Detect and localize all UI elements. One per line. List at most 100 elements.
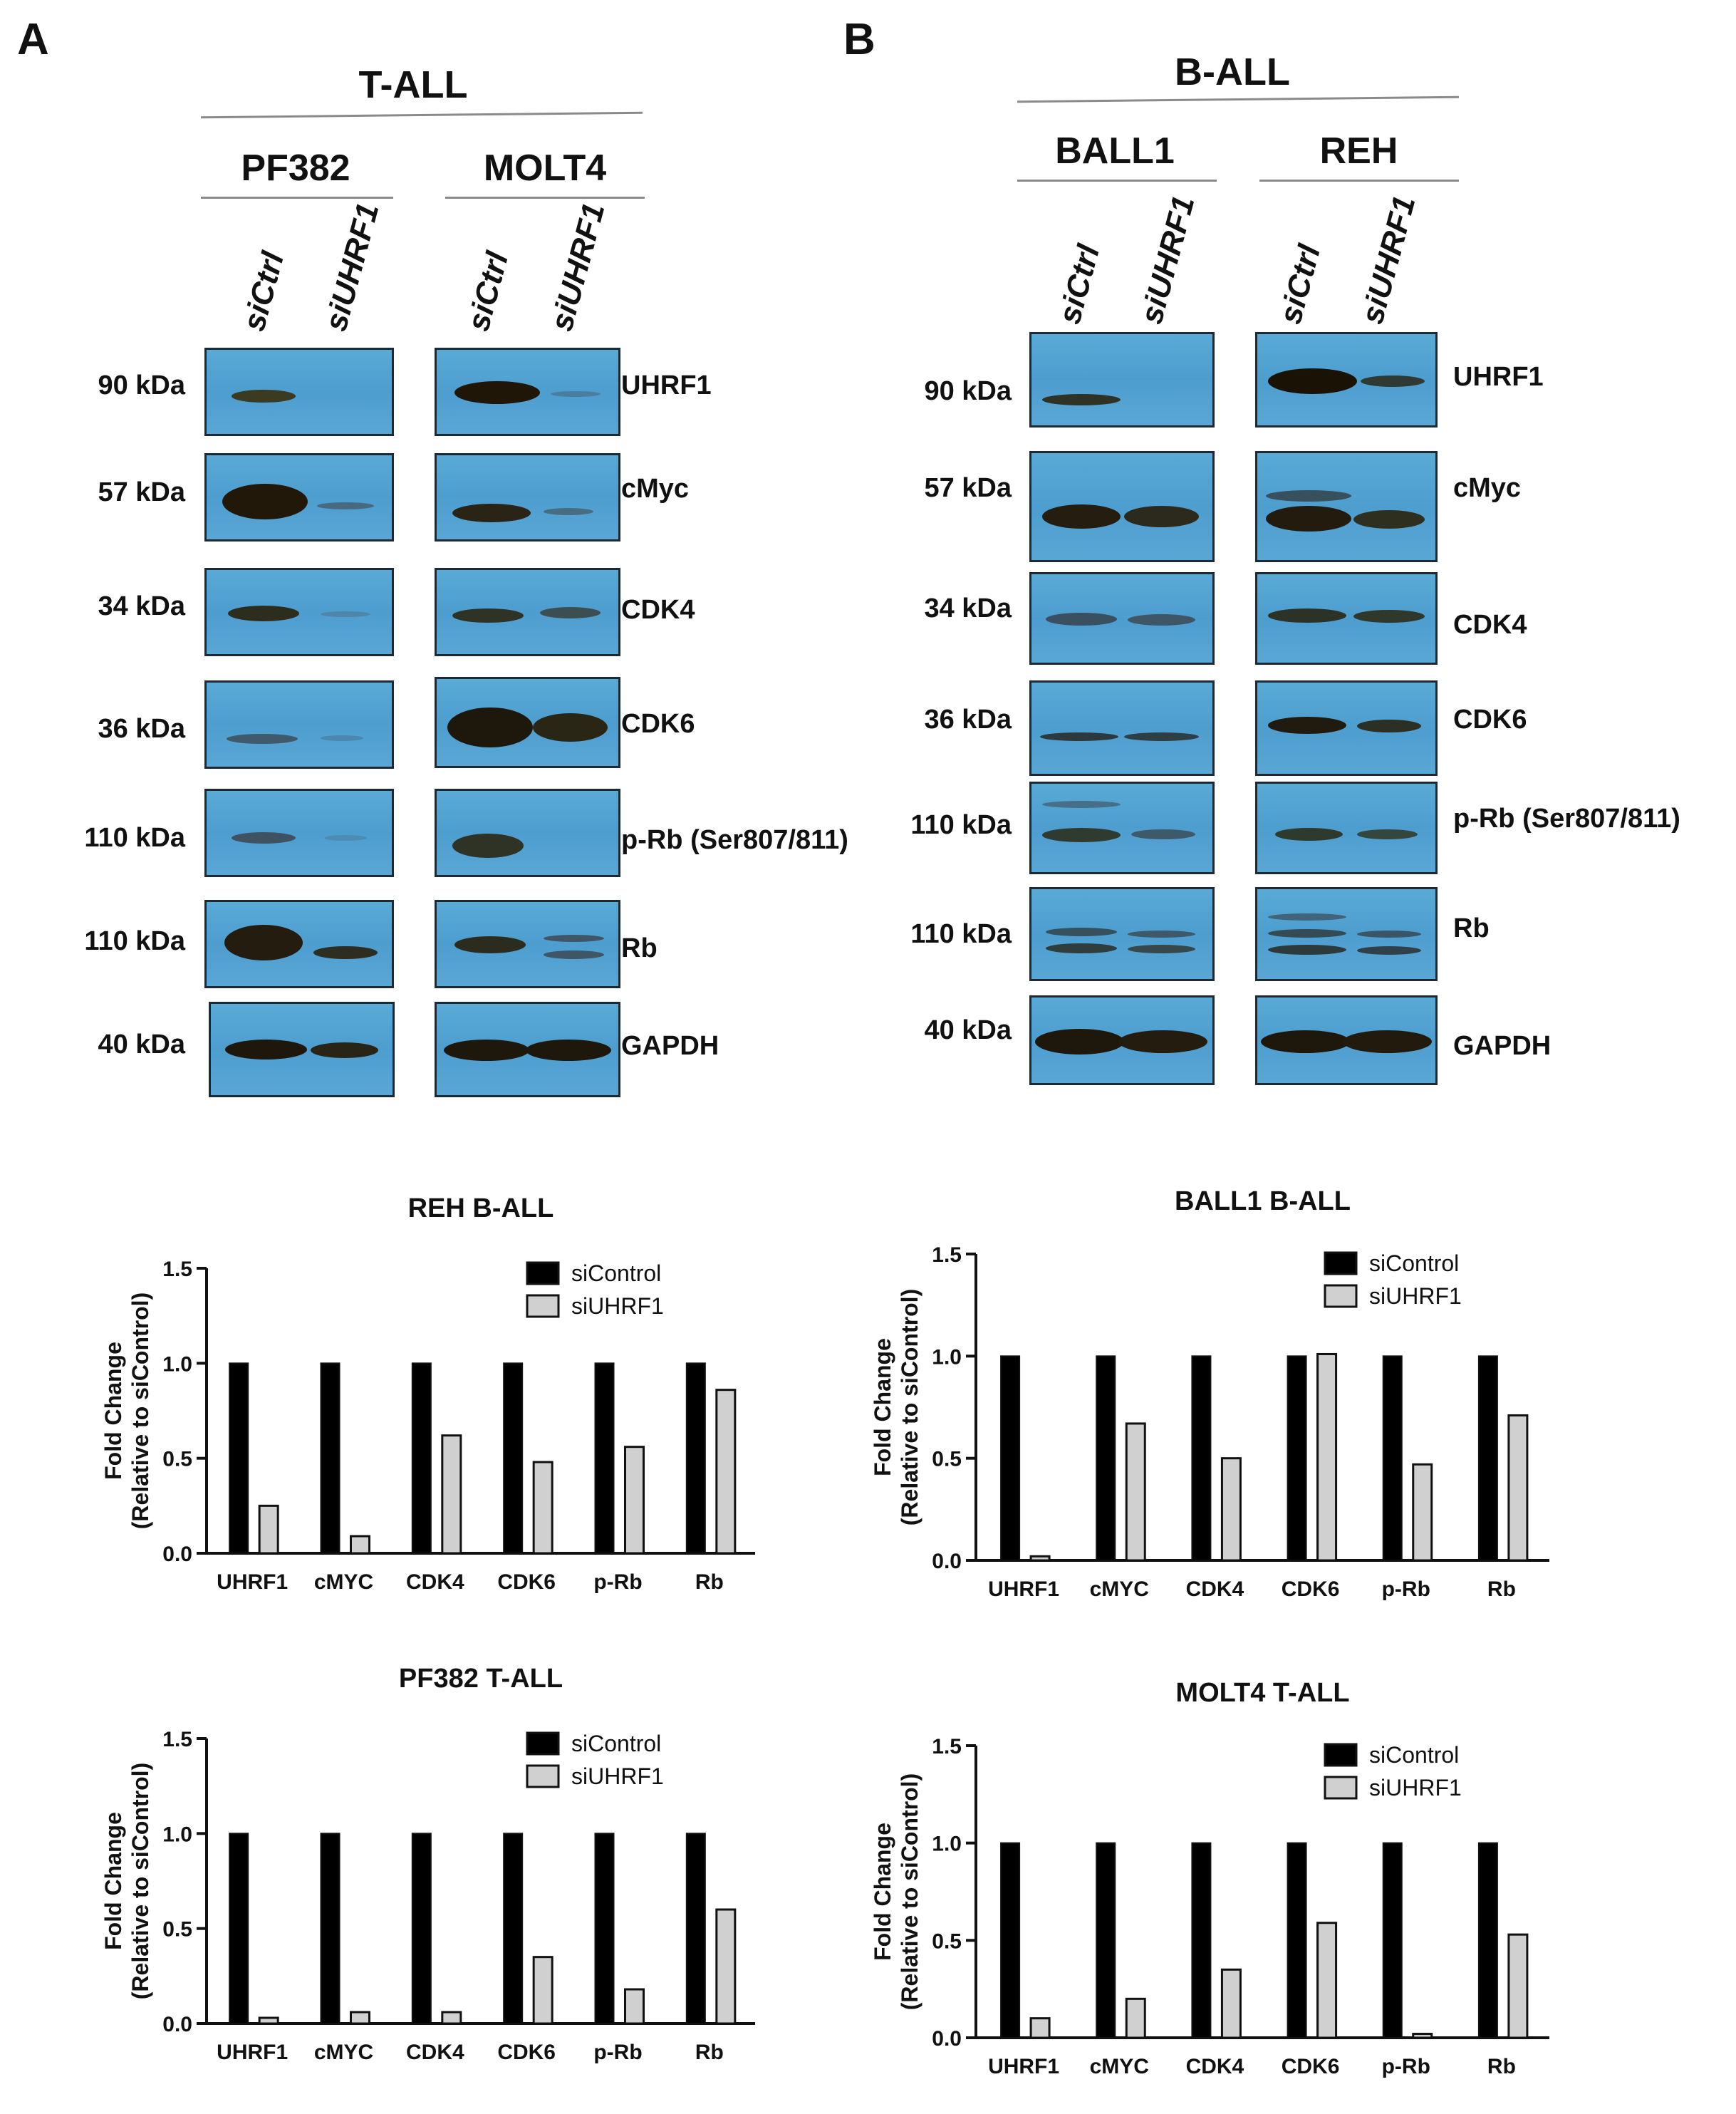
bar-siuhrf1-p-rb	[624, 1988, 645, 2025]
blot-molt4-prb	[435, 789, 620, 877]
lane-label-pf382-sictrl: siCtrl	[236, 248, 291, 335]
legend-swatch-sicontrol	[1324, 1251, 1358, 1275]
chart-title: MOLT4 T-ALL	[1175, 1678, 1349, 1708]
ball1-rule	[1017, 180, 1217, 182]
band	[225, 1040, 307, 1059]
y-tick-label: 1.0	[932, 1345, 962, 1369]
x-tick-label: p-Rb	[593, 1570, 642, 1594]
x-tick-label: p-Rb	[1382, 2055, 1430, 2078]
band	[454, 936, 526, 953]
y-axis-label-line: Fold Change	[100, 1812, 126, 1950]
legend-swatch-siuhrf1	[1324, 1776, 1358, 1800]
x-tick-label: UHRF1	[217, 2041, 288, 2064]
band	[1357, 720, 1421, 732]
bar-siuhrf1-cdk4	[441, 1434, 462, 1555]
x-tick-label: Rb	[695, 1570, 724, 1594]
band	[1042, 504, 1121, 529]
band	[1128, 614, 1195, 626]
band	[551, 391, 601, 397]
protein-label: CDK4	[1453, 610, 1527, 640]
band	[544, 935, 604, 942]
band	[1042, 828, 1121, 842]
y-axis-label-line: Fold Change	[870, 1823, 895, 1961]
blot-pf382-cdk6	[204, 680, 394, 769]
blot-pf382-rb	[204, 900, 394, 988]
band	[1124, 732, 1199, 741]
lane-label-ball1-siuhrf1: siUHRF1	[1133, 192, 1202, 328]
x-tick-label: cMYC	[314, 2041, 373, 2064]
legend-label-siuhrf1: siUHRF1	[571, 1763, 664, 1789]
panel-a-letter: A	[17, 15, 49, 64]
bar-sicontrol-uhrf1	[1000, 1842, 1021, 2039]
mw-label: 36 kDa	[98, 714, 185, 744]
blot-ball1-cdk4	[1029, 572, 1215, 665]
mw-label: 110 kDa	[910, 810, 1012, 840]
band	[1357, 829, 1418, 839]
band	[228, 606, 299, 621]
band	[321, 611, 370, 617]
blot-reh-prb	[1255, 782, 1438, 874]
panel-a-group-title: T-ALL	[358, 63, 468, 106]
x-tick-label: p-Rb	[593, 2041, 642, 2064]
bar-siuhrf1-cdk6	[1316, 1922, 1338, 2039]
x-tick-label: CDK6	[1282, 2055, 1340, 2078]
bar-sicontrol-cdk4	[1191, 1355, 1212, 1561]
bar-sicontrol-cdk4	[411, 1833, 432, 2024]
band	[1042, 394, 1121, 405]
bar-siuhrf1-uhrf1	[258, 2016, 279, 2025]
chart-title: PF382 T-ALL	[399, 1664, 563, 1694]
bar-sicontrol-cdk6	[1287, 1842, 1307, 2039]
chart-reh-b-all: REH B-ALL Fold Change(Relative to siContr…	[100, 1193, 755, 1594]
band	[1343, 1030, 1432, 1053]
band	[1035, 1029, 1124, 1055]
bar-siuhrf1-p-rb	[1412, 2033, 1433, 2039]
ball1-title: BALL1	[1055, 130, 1175, 172]
protein-label: cMyc	[1453, 473, 1522, 503]
band	[444, 1040, 529, 1061]
bar-sicontrol-p-rb	[1382, 1842, 1403, 2039]
bar-sicontrol-cdk4	[1191, 1842, 1212, 2039]
mw-label: 36 kDa	[924, 705, 1012, 735]
bar-siuhrf1-rb	[1507, 1414, 1529, 1562]
band	[452, 504, 531, 522]
y-tick-label: 0.0	[162, 2013, 192, 2036]
bar-siuhrf1-cdk4	[1220, 1457, 1242, 1562]
band	[1266, 506, 1351, 532]
mw-label: 110 kDa	[84, 926, 185, 956]
band	[540, 607, 601, 618]
lane-label-pf382-siuhrf1: siUHRF1	[318, 199, 386, 335]
band	[544, 508, 593, 515]
panel-b-group-rule	[1017, 95, 1459, 103]
blot-pf382-gapdh	[209, 1002, 395, 1097]
bar-siuhrf1-rb	[715, 1389, 737, 1555]
bar-sicontrol-p-rb	[594, 1362, 615, 1554]
band	[227, 734, 298, 744]
band	[454, 381, 540, 404]
mw-label: 40 kDa	[924, 1015, 1012, 1045]
legend-label-sicontrol: siControl	[571, 1260, 661, 1286]
blot-molt4-rb	[435, 900, 620, 988]
legend-swatch-sicontrol	[1324, 1743, 1358, 1767]
band	[1268, 368, 1357, 394]
band	[544, 950, 604, 959]
y-axis-label-line: Fold Change	[870, 1338, 895, 1476]
band	[1357, 946, 1421, 955]
band	[1361, 375, 1425, 387]
legend-label-sicontrol: siControl	[1369, 1250, 1459, 1276]
bar-siuhrf1-cmyc	[350, 1535, 370, 1555]
band	[324, 835, 367, 841]
legend-swatch-sicontrol	[526, 1731, 560, 1756]
y-tick-label: 0.0	[932, 1550, 962, 1573]
band	[1124, 506, 1199, 527]
y-tick-label: 1.5	[932, 1243, 962, 1267]
x-tick-label: UHRF1	[217, 1570, 288, 1594]
y-axis-label-line: (Relative to siControl)	[897, 1773, 922, 2010]
bar-siuhrf1-cdk6	[532, 1461, 553, 1555]
pf382-title: PF382	[241, 147, 350, 189]
bar-sicontrol-cdk6	[503, 1833, 524, 2024]
band	[1131, 829, 1195, 839]
legend-label-sicontrol: siControl	[571, 1731, 661, 1756]
y-axis-label-line: (Relative to siControl)	[128, 1292, 153, 1529]
reh-rule	[1259, 180, 1459, 182]
y-tick-label: 0.5	[162, 1918, 192, 1942]
